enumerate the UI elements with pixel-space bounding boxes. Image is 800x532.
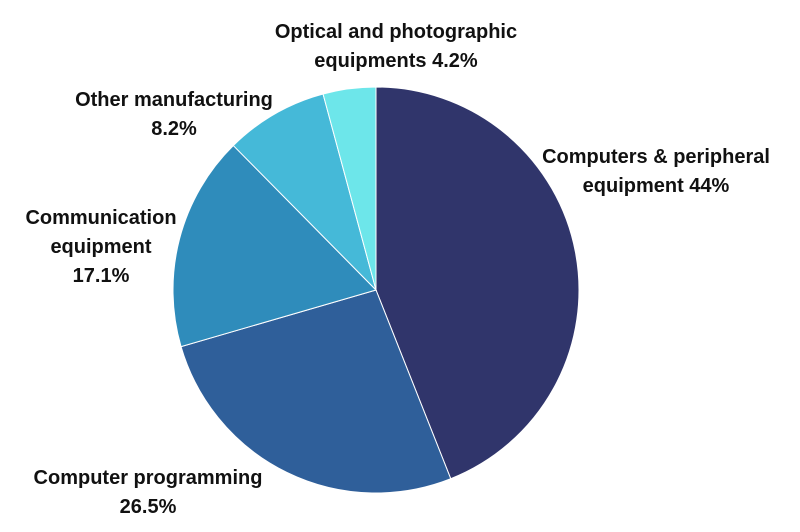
- slice-label-line: Computers & peripheral: [542, 146, 770, 168]
- slice-label-2: Computer programming 26.5%: [34, 467, 263, 518]
- slice-label-line: 17.1%: [73, 265, 130, 287]
- slice-label-line: Other manufacturing: [75, 89, 273, 111]
- pie-slice-4: [232, 93, 377, 292]
- slice-label-3: Communication equipment 17.1%: [25, 207, 176, 287]
- slice-label-line: equipment: [50, 236, 151, 258]
- slice-label-line: 26.5%: [120, 496, 177, 518]
- slice-label-line: 8.2%: [151, 118, 197, 140]
- slice-label-line: equipments 4.2%: [314, 50, 478, 72]
- slice-label-line: equipment 44%: [583, 175, 730, 197]
- pie-slice-1: [375, 86, 580, 480]
- pie-slice-2: [180, 289, 452, 494]
- slice-label-line: Optical and photographic: [275, 21, 517, 43]
- slice-label-5: Optical and photographic equipments 4.2%: [275, 21, 517, 72]
- pie-slice-3: [172, 144, 377, 348]
- pie-slice-5: [322, 86, 377, 291]
- slice-label-line: Communication: [25, 207, 176, 229]
- slice-label-4: Other manufacturing 8.2%: [75, 89, 273, 140]
- pie-labels: Computers & peripheral equipment 44%Compu…: [25, 21, 769, 518]
- slice-label-1: Computers & peripheral equipment 44%: [542, 146, 770, 197]
- slice-label-line: Computer programming: [34, 467, 263, 489]
- pie-slices: [172, 86, 580, 494]
